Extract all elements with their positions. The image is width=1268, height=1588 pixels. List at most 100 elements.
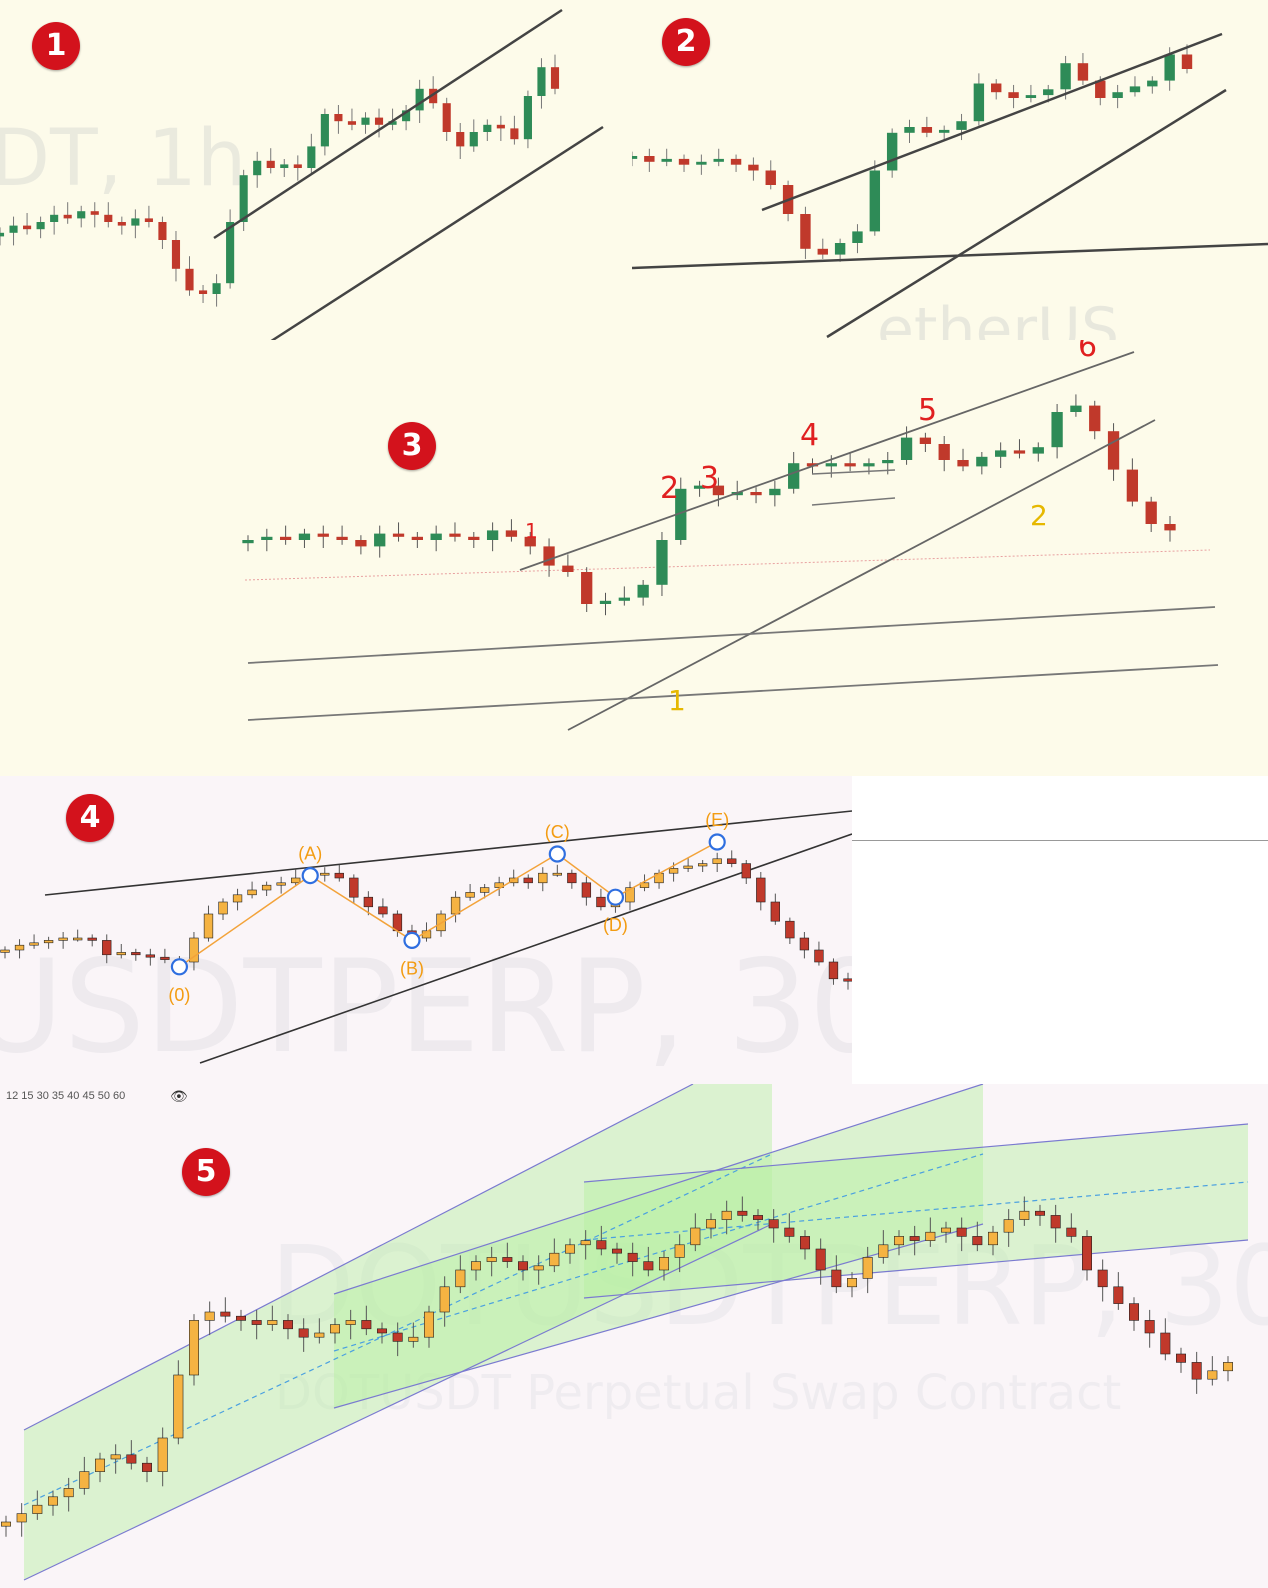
c1-candle bbox=[523, 96, 532, 140]
c1-candle bbox=[442, 103, 451, 132]
c5-candle bbox=[987, 1231, 998, 1246]
c1-candle bbox=[334, 114, 343, 122]
c5-candle bbox=[142, 1462, 153, 1472]
c5-candle bbox=[909, 1236, 920, 1241]
c4-candle bbox=[479, 887, 490, 893]
c4-candle bbox=[29, 942, 39, 946]
c1-candle bbox=[388, 121, 397, 125]
c4-candle bbox=[697, 863, 708, 867]
c4-candle bbox=[232, 894, 243, 903]
panel-3-lower-line bbox=[567, 419, 1156, 731]
panel-2: etherUS bbox=[632, 0, 1268, 340]
c3-candle bbox=[581, 572, 593, 604]
c5-candle bbox=[251, 1320, 262, 1325]
c5-candle bbox=[705, 1219, 716, 1229]
c3-candle bbox=[1164, 524, 1176, 531]
c5-candle bbox=[423, 1311, 434, 1338]
c3-candle bbox=[392, 533, 405, 537]
c3-candle bbox=[675, 488, 687, 540]
c5-candle bbox=[1191, 1362, 1202, 1380]
c5-candle bbox=[1019, 1210, 1030, 1220]
c3-candle bbox=[1070, 405, 1082, 412]
c5-candle bbox=[862, 1257, 873, 1279]
c1-candle bbox=[9, 225, 18, 233]
c5-candle bbox=[831, 1269, 842, 1288]
c5-candle bbox=[611, 1248, 622, 1254]
c5-candle bbox=[16, 1513, 27, 1523]
panel-4-ruler: 12 15 30 35 40 45 50 60 bbox=[6, 1090, 126, 1102]
c3-candle bbox=[938, 444, 950, 460]
c5-candle bbox=[220, 1311, 231, 1317]
panel-4-upper-line bbox=[44, 810, 852, 896]
c3-candle bbox=[298, 533, 311, 540]
c1-candle bbox=[429, 88, 438, 104]
panel-4-wave-label: (B) bbox=[400, 958, 424, 978]
c5-candle bbox=[204, 1311, 215, 1321]
c5-candle bbox=[815, 1248, 826, 1271]
c1-candle bbox=[402, 110, 411, 122]
c5-candle bbox=[47, 1496, 58, 1506]
c3-candle bbox=[919, 437, 932, 444]
panel-1-watermark: DT, 1h bbox=[0, 114, 246, 204]
c5-candle bbox=[674, 1244, 685, 1258]
c5-candle bbox=[596, 1240, 607, 1250]
c2-candle bbox=[1181, 54, 1193, 69]
c4-candle bbox=[378, 906, 388, 915]
panel-3-horizontal-line-1 bbox=[247, 606, 1216, 664]
c2-candle bbox=[1077, 63, 1089, 81]
c3-candle bbox=[788, 463, 800, 489]
c3-candle bbox=[505, 530, 518, 537]
c2-candle bbox=[1164, 54, 1175, 81]
c2-candle bbox=[632, 156, 638, 159]
c4-candle bbox=[363, 896, 374, 908]
c5-candle bbox=[486, 1257, 497, 1262]
panel-5: 12 15 30 35 40 45 50 60 👁 DOTUSDTPERP, 3… bbox=[0, 1084, 1268, 1588]
c5-candle bbox=[0, 1521, 11, 1527]
panel-4-wave-point bbox=[301, 866, 319, 885]
c1-candle bbox=[117, 222, 126, 226]
c3-candle bbox=[637, 584, 649, 598]
c3-candle bbox=[317, 533, 329, 537]
panel-3-label-1: 1 bbox=[525, 519, 538, 543]
c4-candle bbox=[567, 872, 577, 884]
c5-candle bbox=[502, 1257, 513, 1262]
c5-candle bbox=[1176, 1353, 1187, 1363]
c5-candle bbox=[267, 1320, 278, 1325]
c1-candle bbox=[361, 117, 370, 125]
c4-candle bbox=[189, 937, 199, 963]
c5-candle bbox=[580, 1240, 591, 1246]
c4-candle bbox=[160, 956, 170, 960]
c5-candle bbox=[533, 1265, 544, 1271]
c2-candle bbox=[1147, 80, 1158, 87]
c5-candle bbox=[878, 1244, 889, 1258]
c4-candle bbox=[639, 882, 650, 888]
c3-candle bbox=[693, 485, 706, 489]
panel-5-channel-3-top bbox=[583, 1123, 1249, 1183]
c3-candle bbox=[618, 597, 630, 601]
c4-candle bbox=[102, 940, 112, 956]
c5-candle bbox=[1035, 1210, 1046, 1216]
c5-candle bbox=[1129, 1303, 1140, 1321]
c2-candle bbox=[661, 158, 672, 162]
c5-candle bbox=[690, 1227, 701, 1246]
c1-candle bbox=[496, 124, 505, 129]
c1-candle bbox=[537, 67, 546, 96]
c1-candle bbox=[212, 283, 221, 294]
c4-candle bbox=[14, 944, 25, 951]
panel-4-wave-point bbox=[708, 833, 726, 851]
c2-candle bbox=[973, 83, 985, 122]
c5-candle bbox=[940, 1227, 951, 1233]
c5-candle bbox=[1050, 1215, 1061, 1229]
c5-candle bbox=[1207, 1370, 1218, 1380]
c4-candle bbox=[334, 872, 344, 879]
panel-5-channel-3-bottom bbox=[583, 1239, 1249, 1299]
c1-candle bbox=[293, 164, 302, 168]
c5-candle bbox=[737, 1210, 748, 1216]
panel-2-lower-trendline bbox=[826, 88, 1227, 339]
c2-candle bbox=[956, 121, 967, 130]
c5-candle bbox=[173, 1374, 184, 1439]
hidden-eye-icon[interactable]: 👁 bbox=[170, 1088, 188, 1104]
c5-candle bbox=[721, 1210, 732, 1220]
panel-4-wave-line bbox=[178, 841, 718, 968]
c5-candle bbox=[455, 1269, 466, 1288]
